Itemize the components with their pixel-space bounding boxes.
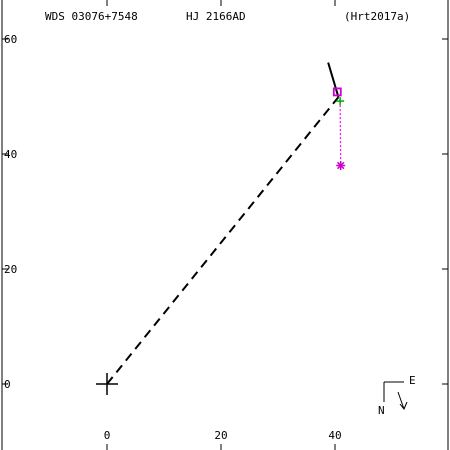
observation-asterisk-stroke (336, 161, 345, 170)
x-tick-label: 20 (214, 429, 227, 442)
axis-tick-labels: 0 20 40 60 0 20 40 (4, 33, 342, 442)
residual-line (339, 101, 342, 166)
compass-north-label: N (378, 404, 385, 417)
y-tick-label: 40 (4, 148, 17, 161)
x-tick-label: 0 (104, 429, 111, 442)
y-tick-label: 20 (4, 263, 17, 276)
pair-name: HJ 2166AD (186, 10, 246, 23)
observation-square (332, 87, 342, 97)
motion-direction-arrow-icon (397, 391, 408, 410)
y-tick-label: 60 (4, 33, 17, 46)
compass-east-label: E (409, 374, 416, 387)
compass: E N (378, 374, 416, 417)
orbit-track (327, 62, 340, 98)
separation-line (106, 96, 340, 385)
y-tick-label: 0 (4, 378, 11, 391)
x-tick-label: 40 (328, 429, 341, 442)
data-marks (96, 62, 346, 395)
reference-code: (Hrt2017a) (344, 10, 410, 23)
wds-identifier: WDS 03076+7548 (45, 10, 138, 23)
